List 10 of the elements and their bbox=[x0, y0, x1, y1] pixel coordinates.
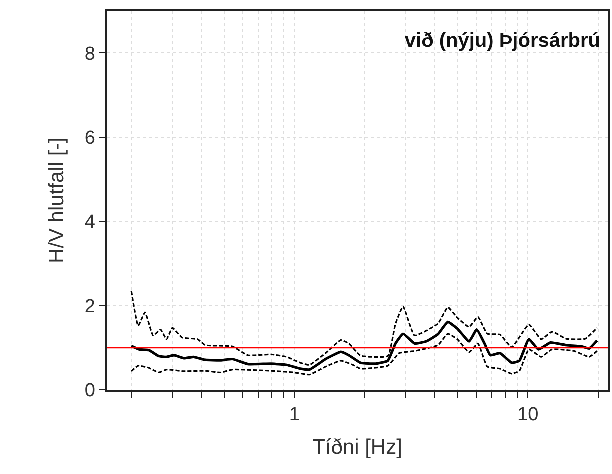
text: við (nýju) Þjórsárbrú bbox=[404, 30, 600, 52]
y-axis-title: H/V hlutfall [-] bbox=[46, 137, 69, 264]
y-tick-label: 8 bbox=[84, 44, 96, 65]
y-tick-label: 2 bbox=[84, 296, 96, 318]
y-tick-label: 0 bbox=[84, 380, 96, 402]
y-tick-label: 4 bbox=[84, 212, 96, 234]
x-tick-label: 1 bbox=[289, 404, 300, 426]
x-axis-title: Tíðni [Hz] bbox=[312, 436, 402, 460]
y-tick-label: 6 bbox=[84, 128, 96, 149]
x-tick-label: 10 bbox=[518, 404, 539, 426]
